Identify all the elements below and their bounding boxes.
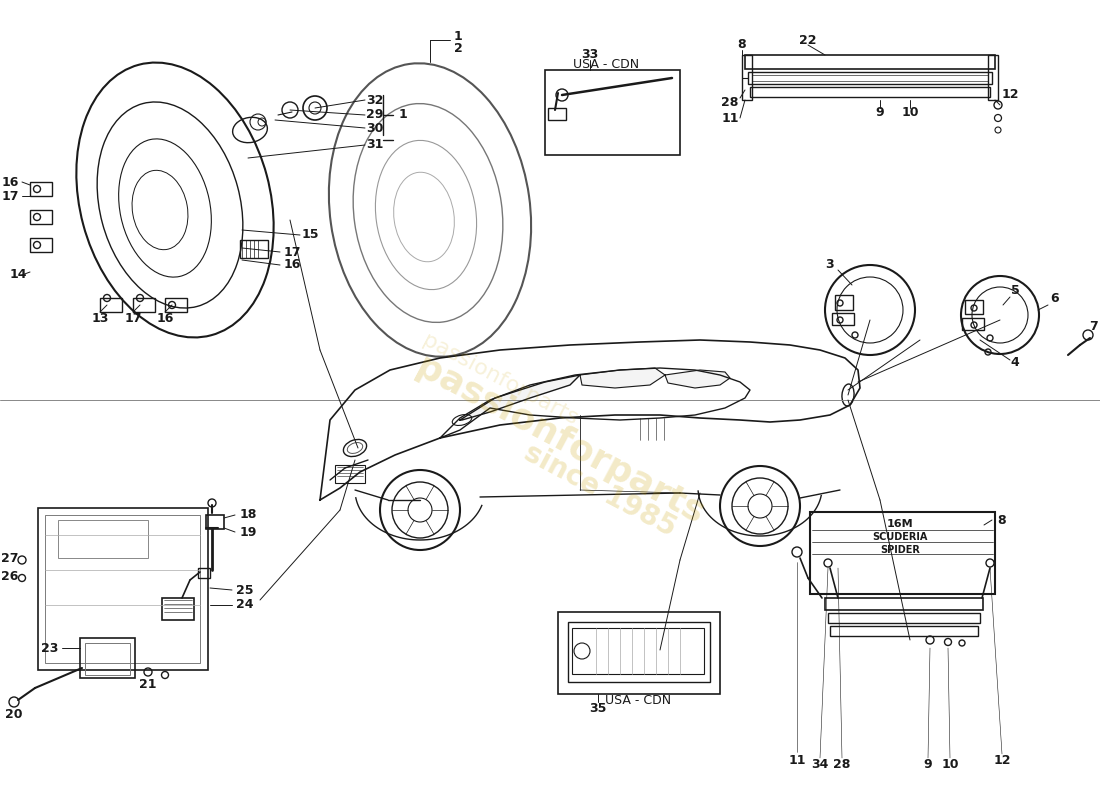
Bar	[85, 643, 130, 675]
Text: 3: 3	[826, 258, 834, 271]
Text: 8: 8	[738, 38, 746, 50]
Text: 35: 35	[590, 702, 607, 714]
Text: 14: 14	[9, 269, 26, 282]
Bar	[30, 210, 52, 224]
Bar	[830, 626, 978, 636]
Text: 16: 16	[1, 175, 19, 189]
Text: 2: 2	[453, 42, 462, 54]
Bar	[206, 515, 224, 529]
Text: 20: 20	[6, 707, 23, 721]
Text: 7: 7	[1089, 321, 1098, 334]
Text: 33: 33	[582, 49, 598, 62]
Text: 16: 16	[284, 258, 300, 271]
Bar	[742, 55, 752, 100]
Text: 6: 6	[1050, 291, 1059, 305]
Text: 17: 17	[284, 246, 300, 258]
Bar	[825, 598, 983, 610]
Bar	[828, 613, 980, 623]
Text: 13: 13	[91, 311, 109, 325]
Text: SPIDER: SPIDER	[880, 545, 920, 555]
Bar	[80, 638, 135, 678]
Bar	[568, 622, 710, 682]
Text: USA - CDN: USA - CDN	[605, 694, 671, 706]
Text: 9: 9	[924, 758, 933, 770]
Text: 16M: 16M	[887, 519, 913, 529]
Text: 21: 21	[140, 678, 156, 691]
Bar	[835, 295, 852, 310]
Text: 28: 28	[834, 758, 850, 770]
Bar	[752, 75, 988, 81]
Polygon shape	[460, 375, 580, 420]
Text: passionforparts: passionforparts	[410, 350, 710, 530]
Text: 32: 32	[366, 94, 384, 106]
Bar	[548, 108, 566, 120]
Text: 11: 11	[789, 754, 805, 766]
Bar	[240, 240, 268, 258]
Bar	[810, 512, 996, 594]
Bar	[100, 298, 122, 312]
Text: 4: 4	[1011, 355, 1020, 369]
Text: 12: 12	[993, 754, 1011, 766]
Text: 26: 26	[1, 570, 19, 583]
Text: 8: 8	[998, 514, 1006, 526]
Bar	[962, 318, 984, 330]
Bar	[965, 300, 983, 314]
Text: 10: 10	[901, 106, 918, 118]
Bar	[572, 628, 704, 674]
Bar	[832, 313, 854, 325]
Text: 19: 19	[240, 526, 256, 538]
Text: 9: 9	[876, 106, 884, 118]
Bar	[45, 515, 200, 663]
Text: 23: 23	[42, 642, 58, 654]
Bar	[133, 298, 155, 312]
Text: 15: 15	[301, 229, 319, 242]
Text: 12: 12	[1001, 89, 1019, 102]
Text: 30: 30	[366, 122, 384, 134]
Bar	[988, 55, 998, 100]
Text: since 1985: since 1985	[519, 438, 681, 542]
Bar	[198, 568, 210, 578]
Text: 18: 18	[240, 509, 256, 522]
Text: 22: 22	[800, 34, 816, 46]
Text: 5: 5	[1011, 283, 1020, 297]
Bar	[748, 72, 992, 84]
Text: 27: 27	[1, 551, 19, 565]
Bar	[165, 298, 187, 312]
Text: USA - CDN: USA - CDN	[573, 58, 639, 71]
Text: 1: 1	[398, 109, 407, 122]
Text: 28: 28	[722, 95, 739, 109]
Text: 16: 16	[156, 311, 174, 325]
Polygon shape	[666, 370, 730, 388]
Bar	[30, 182, 52, 196]
Text: 17: 17	[124, 311, 142, 325]
Text: 11: 11	[722, 111, 739, 125]
Polygon shape	[580, 368, 666, 388]
Text: 25: 25	[236, 583, 254, 597]
Bar	[39, 508, 208, 670]
Text: 31: 31	[366, 138, 384, 151]
Bar	[162, 598, 194, 620]
Text: 24: 24	[236, 598, 254, 611]
Bar	[58, 520, 148, 558]
Bar	[745, 55, 996, 69]
Text: SCUDERIA: SCUDERIA	[872, 532, 927, 542]
Text: 1: 1	[453, 30, 462, 42]
Bar	[336, 465, 365, 483]
Text: 17: 17	[1, 190, 19, 202]
Text: 34: 34	[812, 758, 828, 770]
Bar	[558, 612, 720, 694]
Bar	[30, 238, 52, 252]
Text: passionforparts: passionforparts	[419, 330, 581, 430]
Bar	[544, 70, 680, 155]
Text: 10: 10	[942, 758, 959, 770]
Bar	[750, 87, 990, 97]
Text: 29: 29	[366, 109, 384, 122]
